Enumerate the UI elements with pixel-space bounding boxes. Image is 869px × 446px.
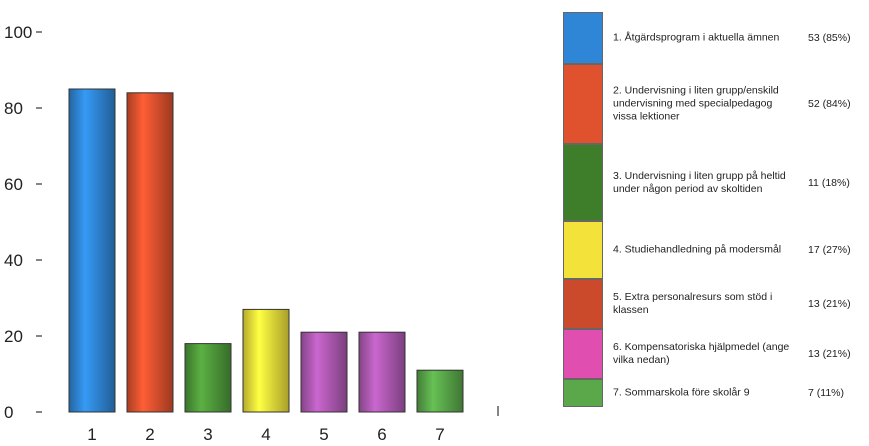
y-tick-label: 40 xyxy=(4,251,23,270)
x-tick-label: 7 xyxy=(435,425,444,444)
legend-label: 5. Extra personalresurs som stöd i klass… xyxy=(613,291,773,316)
legend-value: 17 (27%) xyxy=(808,244,851,256)
legend-label: 4. Studiehandledning på modersmål xyxy=(613,243,782,256)
y-tick-label: 60 xyxy=(4,175,23,194)
legend-item: 5. Extra personalresurs som stöd i klass… xyxy=(563,279,863,329)
y-axis: 0 20 40 60 80 100 xyxy=(4,23,499,422)
legend-value: 11 (18%) xyxy=(808,176,850,189)
bar-7 xyxy=(416,369,464,413)
legend-label: 6. Kompensatoriska hjälpmedel (ange vilk… xyxy=(613,341,790,366)
legend-swatch xyxy=(563,221,603,279)
legend-swatch xyxy=(563,144,603,221)
legend-label: 3. Undervisning i liten grupp på heltid … xyxy=(613,169,786,195)
x-tick-label: 3 xyxy=(203,425,212,444)
legend-value: 13 (21%) xyxy=(808,298,851,310)
legend-swatch xyxy=(563,64,603,144)
legend-item: 2. Undervisning i liten grupp/enskild un… xyxy=(563,64,863,144)
legend-item: 7. Sommarskola före skolår 9 7 (11%) xyxy=(563,379,863,407)
legend-item: 4. Studiehandledning på modersmål 17 (27%… xyxy=(563,221,863,279)
legend-item: 6. Kompensatoriska hjälpmedel (ange vilk… xyxy=(563,329,863,379)
x-tick-label: 6 xyxy=(377,425,386,444)
legend-value: 7 (11%) xyxy=(808,387,844,399)
bar-4 xyxy=(242,308,290,413)
bar-1 xyxy=(68,88,116,413)
legend-swatch xyxy=(563,329,603,379)
bars xyxy=(68,88,464,413)
x-tick-label: 2 xyxy=(145,425,154,444)
legend-item: 1. Åtgärdsprogram i aktuella ämnen 53 (85… xyxy=(563,12,863,64)
y-tick-label: 100 xyxy=(4,23,32,42)
x-tick-label: 4 xyxy=(261,425,270,444)
bar-chart: 0 20 40 60 80 100 1 2 3 4 5 6 7 xyxy=(4,23,499,444)
bar-6 xyxy=(358,331,406,413)
bar-5 xyxy=(300,331,348,413)
legend-label: 2. Undervisning i liten grupp/enskild un… xyxy=(613,84,779,123)
y-tick-label: 80 xyxy=(4,99,23,118)
legend-item: 3. Undervisning i liten grupp på heltid … xyxy=(563,144,863,221)
y-tick-label: 20 xyxy=(4,327,23,346)
x-tick-label: 5 xyxy=(319,425,328,444)
legend-value: 13 (21%) xyxy=(808,348,851,360)
bar-3 xyxy=(184,343,232,413)
legend-swatch xyxy=(563,12,603,64)
legend-value: 53 (85%) xyxy=(808,32,851,44)
x-axis: 1 2 3 4 5 6 7 xyxy=(87,425,444,444)
legend-label: 7. Sommarskola före skolår 9 xyxy=(613,386,750,399)
y-tick-label: 0 xyxy=(4,403,13,422)
x-tick-label: 1 xyxy=(87,425,96,444)
legend-value: 52 (84%) xyxy=(808,98,851,110)
legend-swatch xyxy=(563,279,603,329)
legend-swatch xyxy=(563,379,603,407)
legend-label: 1. Åtgärdsprogram i aktuella ämnen xyxy=(613,31,780,44)
bar-2 xyxy=(126,92,174,413)
